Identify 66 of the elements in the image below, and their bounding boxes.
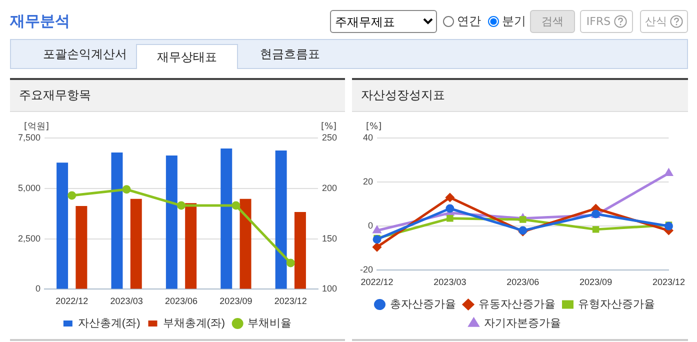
bar (111, 152, 123, 289)
text: 현금흐름표 (259, 46, 321, 62)
y-tick-label: 0 (368, 220, 374, 231)
bar (130, 198, 142, 289)
point (446, 215, 454, 222)
bar (166, 156, 178, 289)
y2-tick-label: 150 (322, 233, 338, 244)
y-tick-label: -20 (360, 264, 374, 275)
point (68, 191, 76, 200)
text: 재무분석 (10, 12, 70, 31)
chart-title: 주요재무항목 (10, 80, 345, 112)
y-tick-label: 40 (362, 132, 374, 142)
point (446, 193, 454, 202)
legend-label: 유동자산증가율 (478, 298, 556, 311)
text: 산식 (645, 14, 667, 29)
y-tick-label: 2,500 (18, 233, 41, 244)
point (520, 216, 526, 223)
chart-title: 자산성장성지표 (352, 80, 688, 112)
legend-label: 유형자산증가율 (578, 298, 655, 311)
point (373, 226, 381, 234)
legend-label: 부채총계(좌) (162, 318, 226, 330)
bar (56, 162, 68, 289)
bar (220, 148, 232, 289)
y2-axis-title: [%] (320, 122, 337, 132)
point (122, 185, 131, 194)
y2-tick-label: 100 (322, 284, 338, 294)
legend-label: 총자산증가율 (390, 298, 456, 311)
point (372, 242, 382, 252)
point (232, 201, 240, 210)
y-tick-label: 5,000 (18, 182, 41, 193)
bar (185, 203, 197, 289)
y-axis-title: [%] (366, 122, 382, 132)
point (446, 204, 454, 213)
text: IFRS (586, 15, 611, 28)
bar (275, 150, 287, 289)
point (177, 201, 186, 210)
y2-tick-label: 250 (322, 132, 338, 142)
x-tick-label: 2023/12 (652, 277, 686, 288)
y-tick-label: 20 (362, 176, 374, 187)
text: 재무상태표 (136, 44, 238, 69)
bar (240, 198, 252, 289)
x-tick-label: 2022/12 (360, 277, 394, 288)
y-tick-label: 0 (36, 284, 41, 294)
point (592, 226, 600, 233)
legend-label: 자산총계(좌) (78, 318, 140, 330)
x-tick-label: 2023/06 (506, 277, 540, 288)
x-tick-label: 2023/09 (220, 296, 252, 306)
y-tick-label: 7,500 (18, 132, 41, 142)
y-axis-title: [억원] (24, 122, 50, 132)
x-tick-label: 2023/09 (580, 277, 612, 288)
x-tick-label: 2023/12 (274, 296, 307, 306)
text: 포괄손익계산서 (42, 46, 128, 62)
bar (76, 206, 88, 289)
text: 검색 (542, 14, 564, 29)
legend-label: 부채비율 (248, 318, 292, 330)
x-tick-label: 2023/03 (434, 277, 466, 288)
legend-label: 자기자본증가율 (484, 318, 561, 330)
text: 분기 (501, 13, 526, 30)
text: 주재무제표 (330, 10, 437, 33)
bar (294, 212, 306, 289)
x-tick-label: 2022/12 (56, 296, 88, 306)
y2-tick-label: 200 (322, 182, 338, 193)
text: 연간 (456, 13, 481, 30)
x-tick-label: 2023/06 (164, 296, 198, 306)
point (286, 258, 295, 268)
x-tick-label: 2023/03 (110, 296, 143, 306)
